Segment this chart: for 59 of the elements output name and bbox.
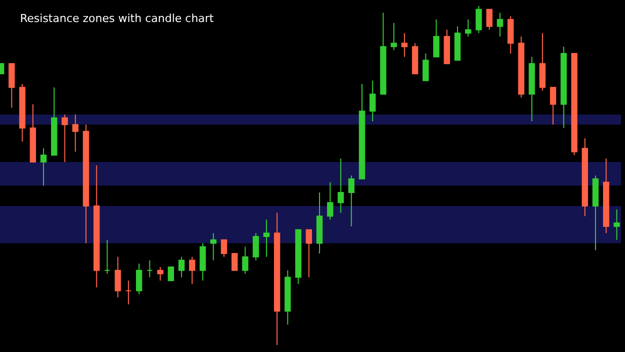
candlestick: [178, 256, 185, 278]
candlestick: [401, 32, 408, 58]
candlestick: [603, 158, 610, 234]
candlestick: [316, 192, 323, 254]
candlestick: [200, 242, 206, 282]
candlestick: [263, 219, 270, 258]
candlestick: [157, 266, 164, 282]
candlestick: [422, 52, 429, 82]
candlestick: [19, 83, 26, 142]
candlestick: [433, 19, 440, 58]
candlestick: [8, 63, 15, 108]
candlestick: [284, 270, 291, 326]
candlestick: [508, 16, 514, 54]
candlestick: [62, 114, 68, 162]
candlestick: [571, 52, 578, 156]
candlestick: [72, 114, 78, 152]
candlestick: [348, 175, 354, 227]
candlestick: [94, 164, 100, 288]
candlestick: [560, 46, 567, 129]
candlestick: [592, 175, 599, 251]
candlestick: [30, 104, 36, 162]
candlestick: [327, 182, 334, 220]
candlestick: [444, 29, 450, 64]
candlestick: [274, 212, 280, 346]
candlestick: [51, 86, 58, 156]
candlestick: [232, 252, 238, 271]
candlestick: [220, 239, 228, 258]
candlestick: [496, 12, 504, 38]
candlestick: [295, 229, 302, 284]
candlestick: [252, 232, 259, 261]
candlestick: [476, 6, 482, 34]
candlestick: [82, 124, 90, 244]
candlestick: [358, 83, 366, 180]
candlestick: [486, 8, 492, 30]
text: Resistance zones with candle chart: [20, 12, 214, 25]
candlestick: [528, 56, 535, 122]
candlestick: [306, 229, 312, 278]
candlestick: [210, 232, 216, 261]
candlestick: [550, 86, 556, 126]
candlestick: [114, 256, 121, 298]
candlestick: [412, 42, 418, 74]
candlestick: [454, 26, 461, 61]
candlestick: [390, 22, 397, 51]
candlestick: [338, 158, 344, 214]
candlestick: [370, 80, 376, 122]
candlestick: [168, 266, 174, 282]
candlestick: [582, 138, 588, 217]
candlestick: [242, 246, 248, 274]
candlestick: [614, 208, 620, 240]
candlestick: [136, 263, 142, 295]
candlestick: [40, 148, 47, 186]
candlestick: [518, 36, 524, 98]
candlestick: [380, 12, 386, 95]
candlestick: [104, 239, 110, 274]
candlestick: [465, 19, 472, 38]
candlestick: [539, 32, 546, 92]
candlestick: [189, 256, 196, 284]
candlestick: [125, 280, 132, 305]
candlestick: [146, 260, 153, 278]
